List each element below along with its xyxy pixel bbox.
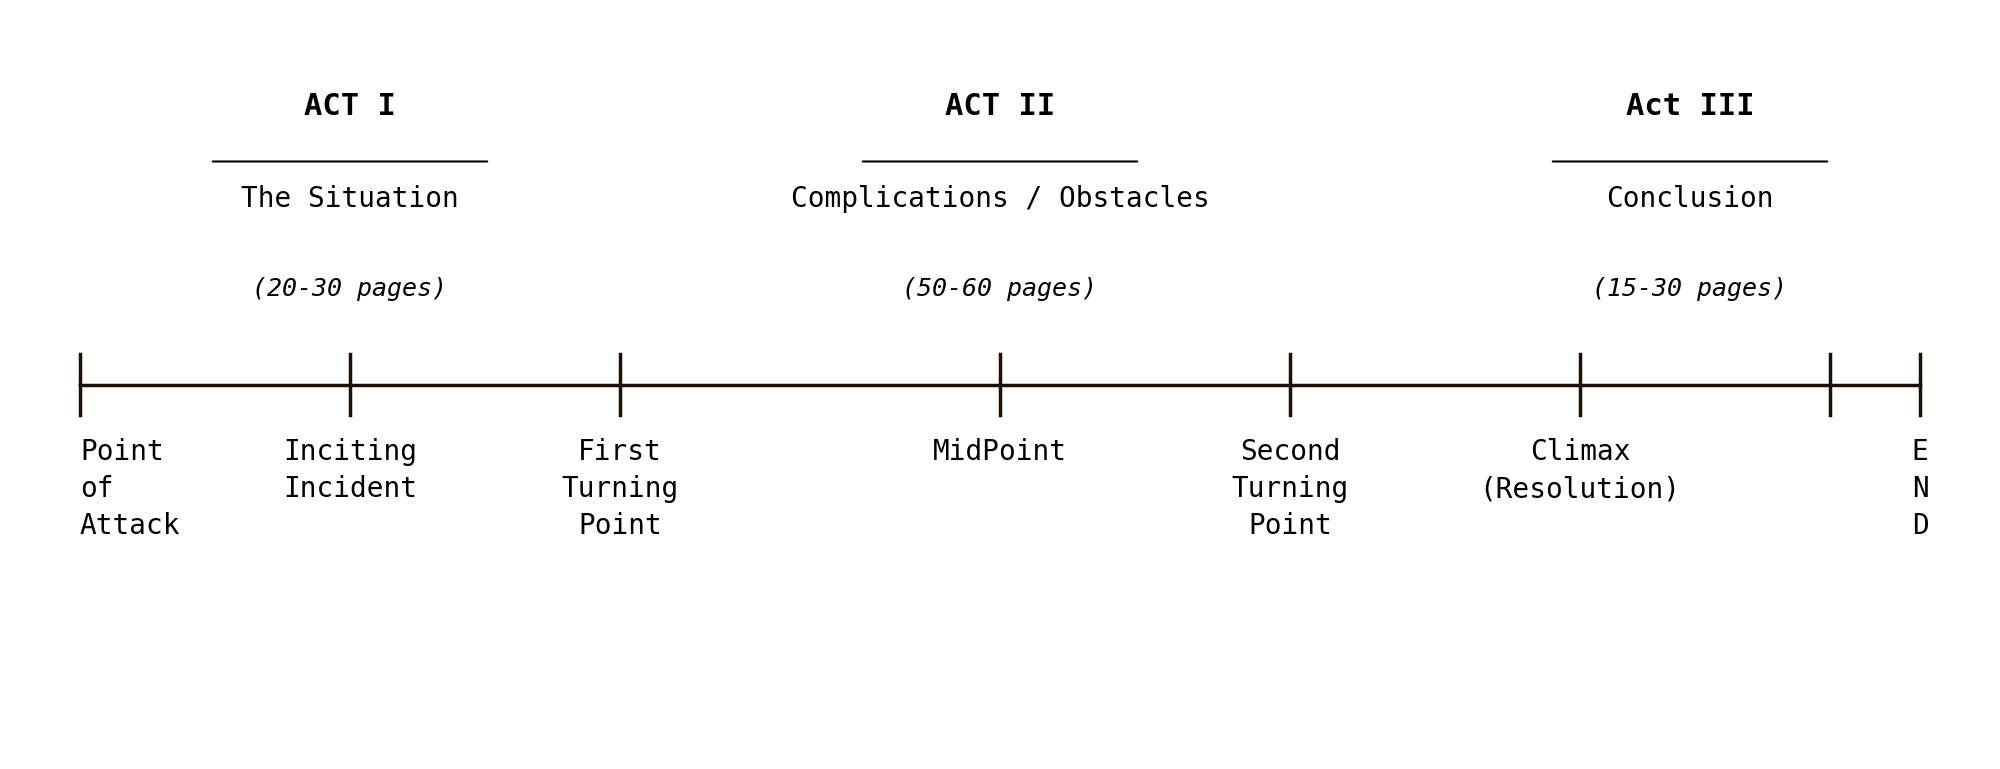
Text: (15-30 pages): (15-30 pages)	[1592, 277, 1788, 301]
Text: Climax
(Resolution): Climax (Resolution)	[1480, 438, 1680, 503]
Text: Second
Turning
Point: Second Turning Point	[1232, 438, 1348, 540]
Text: (20-30 pages): (20-30 pages)	[252, 277, 448, 301]
Text: ACT II: ACT II	[944, 92, 1056, 122]
Text: MidPoint: MidPoint	[932, 438, 1068, 466]
Text: The Situation: The Situation	[242, 185, 458, 212]
Text: ACT I: ACT I	[304, 92, 396, 122]
Text: Point
of
Attack: Point of Attack	[80, 438, 180, 540]
Text: First
Turning
Point: First Turning Point	[562, 438, 678, 540]
Text: E
N
D: E N D	[1912, 438, 1928, 540]
Text: Inciting
Incident: Inciting Incident	[284, 438, 416, 503]
Text: Conclusion: Conclusion	[1606, 185, 1774, 212]
Text: (50-60 pages): (50-60 pages)	[902, 277, 1098, 301]
Text: Act III: Act III	[1626, 92, 1754, 122]
Text: Complications / Obstacles: Complications / Obstacles	[790, 185, 1210, 212]
